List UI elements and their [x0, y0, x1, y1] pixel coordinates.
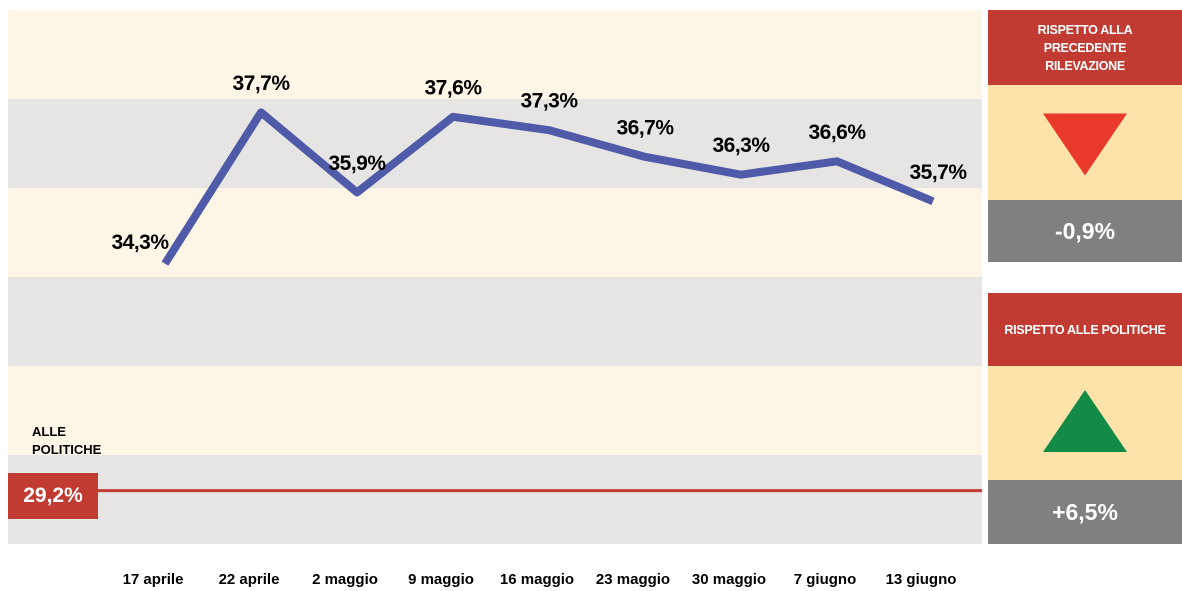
- x-tick-label: 30 maggio: [692, 571, 766, 588]
- x-tick-label: 22 aprile: [219, 571, 280, 588]
- panel-icon-area: [988, 366, 1182, 480]
- value-label: 36,6%: [808, 121, 866, 144]
- x-tick-label: 7 giugno: [794, 571, 857, 588]
- panel-title: RISPETTO ALLE POLITICHE: [988, 293, 1182, 366]
- panel-value: -0,9%: [988, 200, 1182, 262]
- direction-arrow: [1043, 390, 1127, 452]
- value-label: 37,3%: [520, 90, 578, 113]
- change-panel: RISPETTO ALLE POLITICHE +6,5%: [988, 293, 1182, 544]
- icon: [1043, 390, 1127, 452]
- chart: 34,3% 37,7% 35,9% 37,6% 37,3% 36,7% 36,3% 36,6%…: [8, 10, 982, 588]
- value-label: 37,7%: [232, 72, 290, 95]
- value-label: 35,9%: [328, 152, 386, 175]
- band: [8, 277, 982, 366]
- direction-arrow: [1043, 113, 1127, 176]
- series-line: [161, 108, 935, 266]
- x-tick-label: 23 maggio: [596, 571, 670, 588]
- value-label: 35,7%: [909, 161, 967, 184]
- x-tick-label: 2 maggio: [312, 571, 378, 588]
- x-tick-label: 13 giugno: [886, 571, 957, 588]
- value-label: 34,3%: [111, 231, 169, 254]
- band: [8, 10, 982, 99]
- band: [8, 455, 982, 544]
- reference-label: ALLE POLITICHE: [32, 424, 102, 457]
- x-tick-label: 9 maggio: [408, 571, 474, 588]
- x-tick-label: 17 aprile: [123, 571, 184, 588]
- panel-title: RISPETTO ALLA PRECEDENTE RILEVAZIONE: [988, 10, 1182, 85]
- icon: [1043, 113, 1127, 176]
- value-label: 37,6%: [424, 76, 482, 99]
- value-label: 36,7%: [616, 116, 674, 139]
- x-tick-label: 16 maggio: [500, 571, 574, 588]
- panel-value: +6,5%: [988, 480, 1182, 544]
- band: [8, 99, 982, 188]
- change-panel: RISPETTO ALLA PRECEDENTE RILEVAZIONE -0,…: [988, 10, 1182, 262]
- reference-value: 29,2%: [8, 473, 98, 519]
- panel-icon-area: [988, 85, 1182, 200]
- value-label: 36,3%: [712, 134, 770, 157]
- band: [8, 366, 982, 455]
